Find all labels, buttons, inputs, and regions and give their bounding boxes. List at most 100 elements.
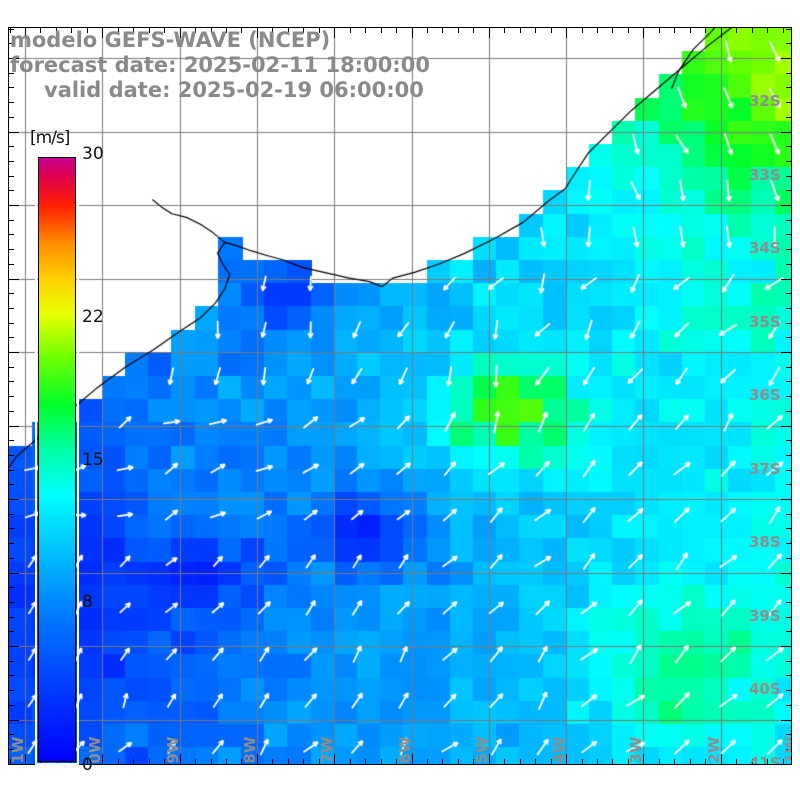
lon-tick-top [55,27,57,33]
lat-tick-left [8,587,14,589]
lat-tick-left [8,116,14,118]
lon-tick-bottom [55,759,57,765]
lat-tick-left [8,572,19,574]
lat-tick-left [8,307,14,309]
lon-tick-bottom [411,754,413,765]
lat-tick-right [786,366,792,368]
lon-tick-top [566,27,568,38]
lon-tick-bottom [195,759,197,765]
lon-tick-bottom [751,759,753,765]
lon-tick-top [612,27,614,33]
lat-tick-right [786,454,792,456]
lon-tick-bottom [442,759,444,765]
lon-tick-top [597,27,599,33]
lat-tick-left [8,43,14,45]
lat-tick-left [8,28,14,30]
lon-tick-bottom [782,759,784,765]
lon-tick-top [736,27,738,33]
lon-tick-top [318,27,320,33]
lat-tick-left [8,499,19,500]
lat-tick-left [8,748,14,750]
lon-tick-top [272,27,274,33]
lon-tick-top [442,27,444,33]
lon-tick-bottom [25,754,26,765]
lon-tick-top [767,27,769,33]
lat-tick-left [8,601,14,603]
lat-tick-right [786,190,792,192]
colorbar-tick-22: 22 [82,306,104,327]
lat-tick-right [781,572,792,574]
lon-tick-top [674,27,676,33]
lat-tick-left [8,631,14,633]
lat-tick-left [8,72,14,74]
lat-tick-left [8,190,14,192]
lon-tick-bottom [689,759,691,765]
lat-tick-left [8,352,19,353]
lon-tick-bottom [566,754,568,765]
lon-tick-bottom [148,759,150,765]
lat-tick-right [786,410,792,412]
lat-tick-left [8,484,14,486]
lat-tick-left [8,58,19,59]
lat-tick-left [8,278,19,280]
lon-tick-top [689,27,691,33]
lat-tick-right [786,72,792,74]
lon-tick-top [643,27,645,38]
lat-tick-left [8,293,14,295]
lat-tick-right [786,660,792,662]
lat-tick-right [781,278,792,280]
lon-tick-bottom [318,759,320,765]
lat-tick-left [8,543,14,545]
lon-tick-top [241,27,243,33]
lon-tick-top [334,27,336,38]
lon-tick-top [179,27,181,38]
lon-tick-top [504,27,506,33]
lat-tick-left [8,440,14,442]
lat-tick-right [781,499,792,500]
lat-tick-right [786,704,792,706]
lon-tick-bottom [349,759,351,765]
lat-tick-left [8,175,14,177]
lat-tick-left [8,337,14,339]
lat-tick-right [786,631,792,633]
lat-tick-left [8,734,14,736]
colorbar-gradient-fill [38,157,76,762]
lon-tick-bottom [164,759,166,765]
lon-tick-bottom [473,759,475,765]
lat-tick-left [8,557,14,559]
lat-tick-right [781,131,792,133]
lon-tick-bottom [287,759,289,765]
lon-tick-bottom [504,759,506,765]
lon-tick-bottom [488,754,490,765]
lat-tick-right [781,205,792,206]
colorbar-gradient [35,154,79,765]
lon-tick-top [365,27,367,33]
lon-tick-bottom [179,754,181,765]
lon-tick-bottom [71,759,73,765]
lat-tick-left [8,87,14,89]
lat-tick-left [8,205,19,206]
lat-tick-right [786,381,792,383]
lon-tick-bottom [643,754,645,765]
lat-tick-left [8,160,14,162]
lon-tick-bottom [334,754,336,765]
lon-tick-top [287,27,289,33]
lon-tick-top [751,27,753,33]
lon-tick-bottom [9,759,11,765]
lat-tick-left [8,381,14,383]
lat-tick-right [786,616,792,618]
lat-tick-right [781,646,792,647]
lat-tick-left [8,425,19,427]
lon-tick-bottom [272,759,274,765]
lon-tick-top [303,27,305,33]
lon-tick-top [102,27,104,38]
lat-tick-left [8,469,14,471]
lat-tick-left [8,366,14,368]
lon-tick-bottom [396,759,398,765]
lon-tick-bottom [535,759,537,765]
lat-tick-right [781,58,792,59]
lon-tick-top [164,27,166,33]
lat-tick-left [8,322,14,324]
lat-tick-left [8,410,14,412]
